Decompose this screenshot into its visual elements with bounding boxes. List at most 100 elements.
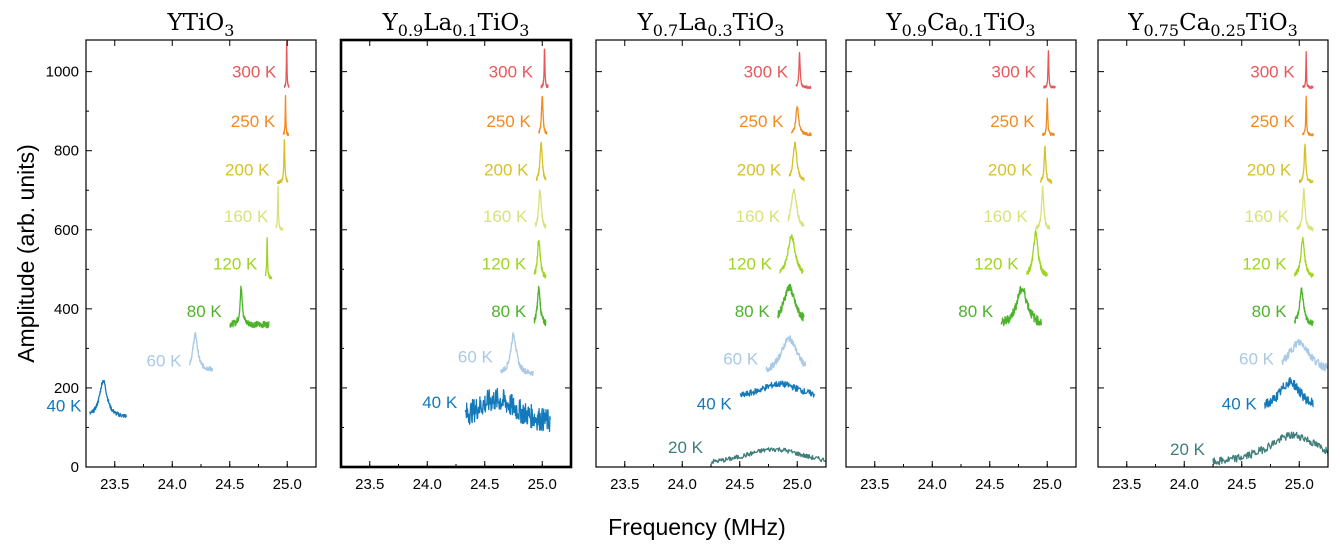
temp-label-80K: 80 K xyxy=(1252,302,1288,321)
temp-label-160K: 160 K xyxy=(983,207,1028,226)
temp-label-120K: 120 K xyxy=(1242,254,1287,273)
temp-label-200K: 200 K xyxy=(484,160,529,179)
series-line-60K xyxy=(1281,338,1328,372)
series-line-200K xyxy=(1298,143,1314,184)
y-tick-label: 600 xyxy=(54,222,79,239)
series-line-200K xyxy=(788,141,805,182)
temp-label-250K: 250 K xyxy=(739,112,784,131)
temp-label-40K: 40 K xyxy=(697,395,733,414)
x-tick-label: 24.0 xyxy=(1170,476,1199,493)
x-tick-label: 24.5 xyxy=(725,476,754,493)
panel-title: Y0.9La0.1TiO3 xyxy=(382,10,530,40)
series-line-160K xyxy=(534,188,547,229)
temp-label-200K: 200 K xyxy=(988,160,1033,179)
series-line-250K xyxy=(790,105,812,137)
series-line-200K xyxy=(535,141,547,182)
temp-label-40K: 40 K xyxy=(1222,395,1258,414)
series-group xyxy=(464,48,551,433)
panel-5: 300 K 250 K 200 K 160 K 120 K 80 K 60 K 40 K 20 … xyxy=(1097,10,1329,493)
y-tick-label: 400 xyxy=(54,301,79,318)
x-tick-label: 25.0 xyxy=(273,476,302,493)
x-tick-label: 23.5 xyxy=(100,476,129,493)
temp-label-200K: 200 K xyxy=(737,160,782,179)
temp-label-80K: 80 K xyxy=(735,302,771,321)
series-line-200K xyxy=(1039,145,1053,185)
panel-title: Y0.9Ca0.1TiO3 xyxy=(885,10,1035,40)
temp-label-40K: 40 K xyxy=(46,397,82,416)
series-line-60K xyxy=(765,335,806,373)
panel-2: 300 K 250 K 200 K 160 K 120 K 80 K 60 K 40 K 23.… xyxy=(339,10,573,493)
series-group xyxy=(710,51,826,465)
series-line-120K xyxy=(1025,230,1048,278)
temp-label-300K: 300 K xyxy=(744,63,789,82)
panel-frame xyxy=(1097,39,1329,468)
x-tick-label: 24.5 xyxy=(975,476,1004,493)
y-tick-label: 0 xyxy=(71,459,79,476)
temp-label-300K: 300 K xyxy=(1250,63,1295,82)
temp-label-20K: 20 K xyxy=(1170,440,1206,459)
x-tick-label: 23.5 xyxy=(610,476,639,493)
temp-label-40K: 40 K xyxy=(422,393,458,412)
x-tick-label: 23.5 xyxy=(860,476,889,493)
series-line-160K xyxy=(1035,185,1051,231)
series-line-40K xyxy=(1264,376,1314,409)
x-tick-label: 25.0 xyxy=(1033,476,1062,493)
series-group xyxy=(1212,51,1328,466)
temp-label-60K: 60 K xyxy=(458,347,494,366)
series-line-60K xyxy=(188,331,214,372)
temp-label-20K: 20 K xyxy=(668,438,704,457)
temp-label-120K: 120 K xyxy=(482,254,527,273)
x-tick-label: 24.0 xyxy=(918,476,947,493)
series-line-250K xyxy=(1302,95,1314,137)
x-tick-label: 24.0 xyxy=(668,476,697,493)
temp-label-60K: 60 K xyxy=(147,351,183,370)
series-line-80K xyxy=(777,283,805,322)
series-line-300K xyxy=(795,51,812,90)
temp-label-60K: 60 K xyxy=(1239,349,1275,368)
temp-label-80K: 80 K xyxy=(958,302,994,321)
temp-label-250K: 250 K xyxy=(231,112,276,131)
series-line-300K xyxy=(283,40,290,88)
y-tick-label: 200 xyxy=(54,380,79,397)
x-tick-label: 25.0 xyxy=(528,476,557,493)
temp-label-200K: 200 K xyxy=(1247,160,1292,179)
panel-1: 300 K 250 K 200 K 160 K 120 K 80 K 60 K 40 K 23.… xyxy=(46,10,317,493)
series-line-300K xyxy=(540,48,549,89)
temp-label-160K: 160 K xyxy=(483,207,528,226)
temp-label-80K: 80 K xyxy=(187,302,223,321)
series-line-40K xyxy=(89,379,127,418)
series-line-300K xyxy=(1043,50,1056,89)
panel-frame xyxy=(85,39,317,468)
series-line-80K xyxy=(1294,287,1314,327)
series-line-120K xyxy=(1294,236,1314,278)
temp-label-80K: 80 K xyxy=(491,302,527,321)
series-line-40K xyxy=(739,380,816,398)
series-line-300K xyxy=(1302,51,1314,90)
temp-label-250K: 250 K xyxy=(1250,112,1295,131)
x-tick-label: 23.5 xyxy=(355,476,384,493)
x-tick-label: 23.5 xyxy=(1112,476,1141,493)
x-tick-label: 25.0 xyxy=(783,476,812,493)
series-group xyxy=(89,40,290,418)
series-line-120K xyxy=(264,237,273,280)
panel-4: 300 K 250 K 200 K 160 K 120 K 80 K 23.5 24.0 24.… xyxy=(845,10,1077,493)
series-line-20K xyxy=(1212,431,1328,466)
temp-label-160K: 160 K xyxy=(1245,207,1290,226)
series-line-120K xyxy=(779,233,804,274)
temp-label-300K: 300 K xyxy=(232,63,277,82)
y-tick-label: 1000 xyxy=(46,64,79,81)
temp-label-200K: 200 K xyxy=(225,160,270,179)
series-line-250K xyxy=(1042,97,1055,137)
temp-label-250K: 250 K xyxy=(990,112,1035,131)
x-axis-label: Frequency (MHz) xyxy=(608,514,786,540)
temp-label-120K: 120 K xyxy=(728,254,773,273)
series-line-80K xyxy=(1000,285,1043,327)
series-line-80K xyxy=(533,285,547,327)
x-tick-label: 24.5 xyxy=(1227,476,1256,493)
series-line-80K xyxy=(229,285,270,329)
series-line-60K xyxy=(500,332,534,377)
temp-label-60K: 60 K xyxy=(723,349,759,368)
series-line-160K xyxy=(1296,187,1314,232)
x-tick-label: 24.5 xyxy=(470,476,499,493)
